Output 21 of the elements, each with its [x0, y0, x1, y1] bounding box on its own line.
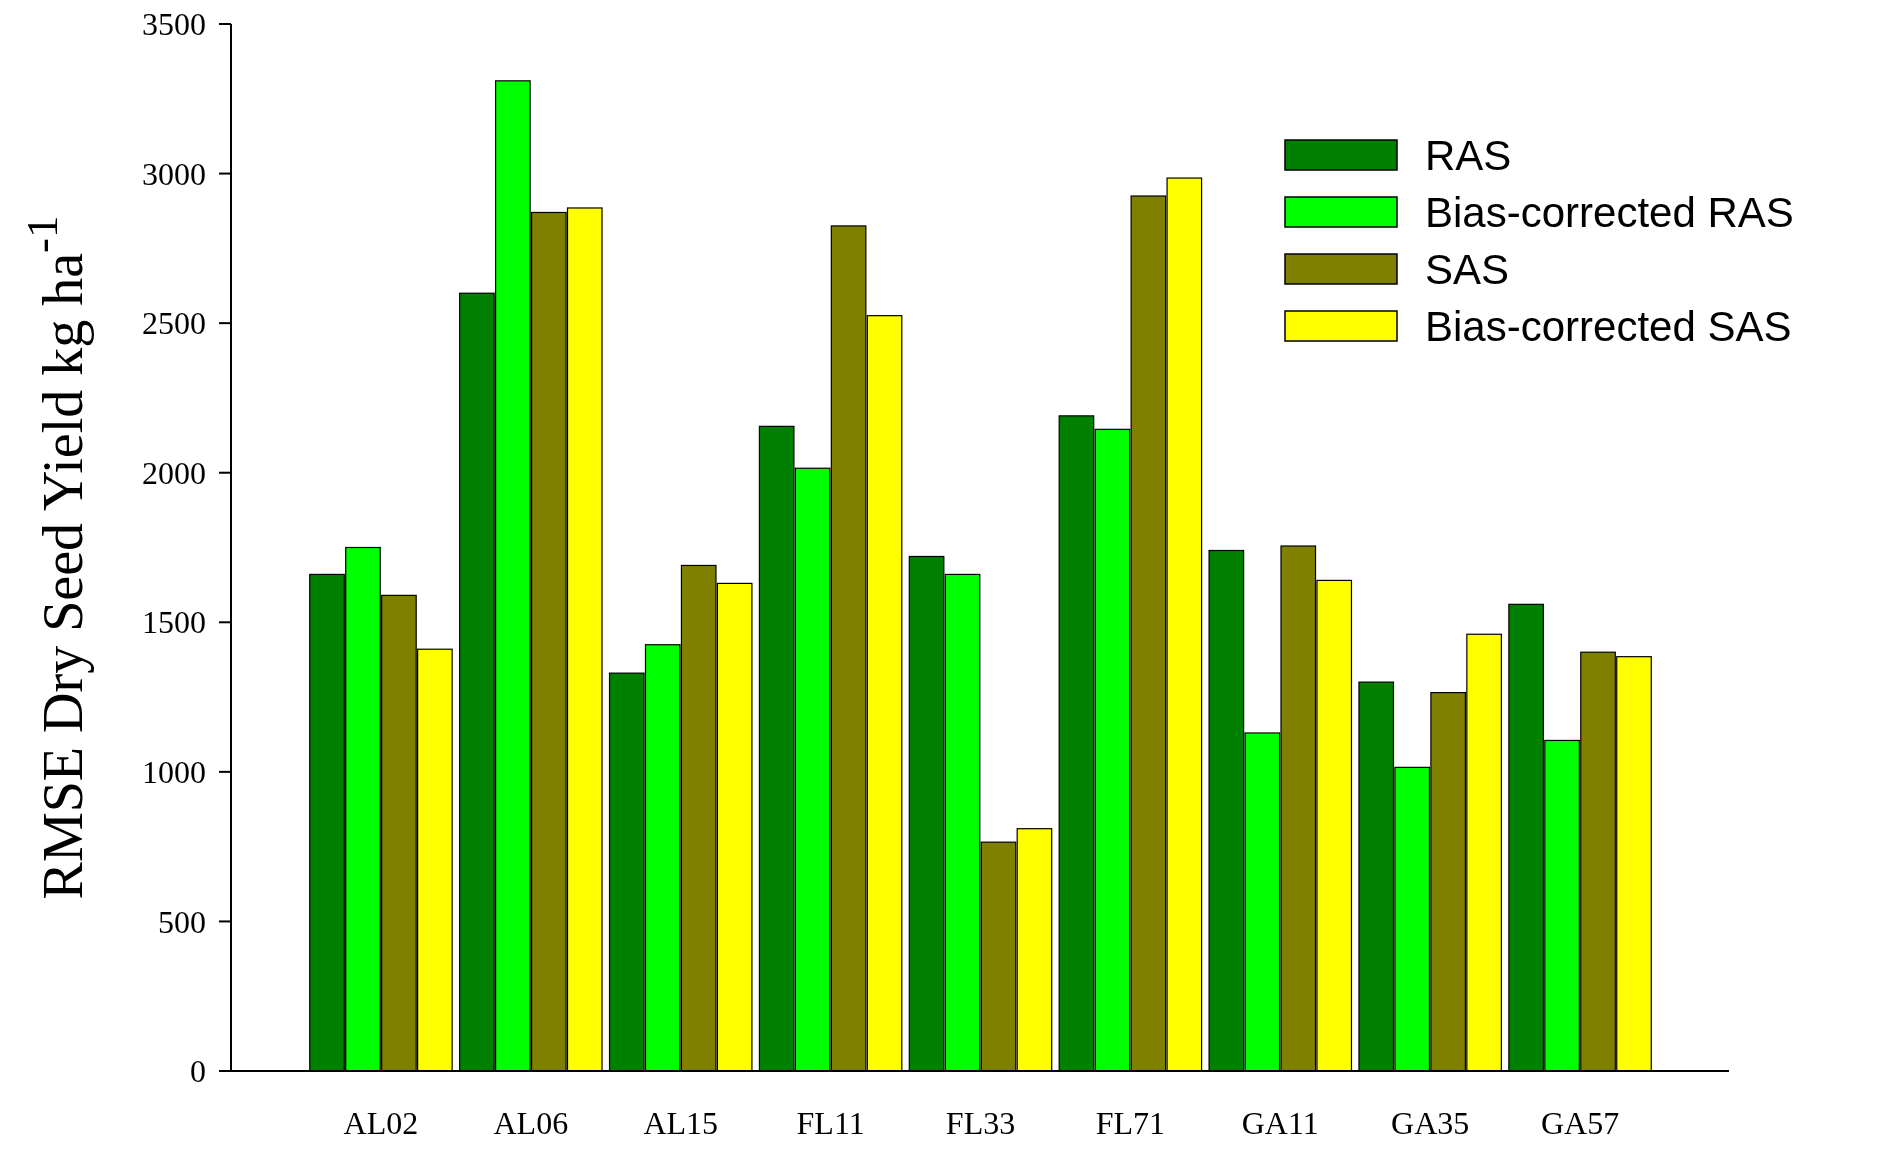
legend-label: Bias-corrected RAS [1425, 188, 1794, 236]
y-tick-label: 2500 [142, 305, 206, 342]
legend-label: SAS [1425, 245, 1510, 293]
x-tick-label: GA11 [1241, 1105, 1319, 1141]
y-tick-label: 2000 [142, 454, 206, 491]
y-tick-label: 500 [158, 903, 206, 940]
x-tick-label: FL71 [1095, 1105, 1166, 1141]
y-tick-label: 1000 [142, 754, 206, 791]
y-tick-label: 1500 [142, 604, 206, 641]
y-tick-label: 3000 [142, 155, 206, 192]
legend-label: RAS [1425, 131, 1512, 179]
x-tick-label: GA57 [1540, 1105, 1620, 1141]
x-tick-label: AL06 [493, 1105, 569, 1141]
x-tick-label: FL11 [796, 1105, 865, 1141]
legend-label: Bias-corrected SAS [1425, 302, 1792, 350]
x-tick-label: GA35 [1391, 1105, 1470, 1141]
x-tick-label: FL33 [945, 1105, 1016, 1141]
y-tick-label: 3500 [142, 6, 206, 43]
x-tick-label: AL02 [343, 1105, 419, 1141]
y-tick-label: 0 [190, 1053, 206, 1090]
x-tick-label: AL15 [643, 1105, 719, 1141]
